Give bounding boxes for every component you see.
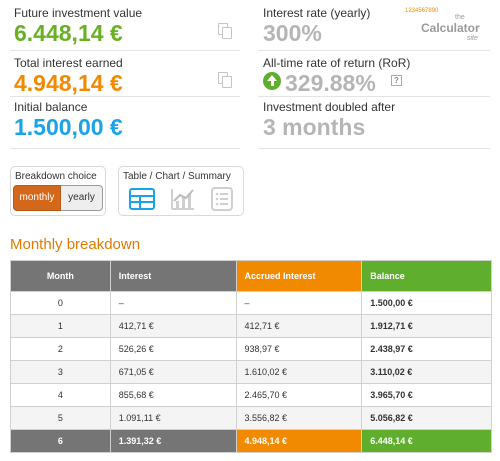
cell-balance: 3.110,02 € xyxy=(361,360,492,384)
future-value-amount: 6.448,14 € xyxy=(14,20,123,46)
cell-month: 1 xyxy=(10,314,111,338)
cell-accrued: 2.465,70 € xyxy=(235,383,363,407)
cell-accrued: 1.610,02 € xyxy=(235,360,363,384)
total-interest-amount: 4.948,14 € xyxy=(14,70,123,96)
calculator-site-logo[interactable]: 1234567890 the Calculator site xyxy=(405,4,495,48)
summary-icon[interactable] xyxy=(209,187,235,211)
divider xyxy=(10,50,240,51)
cell-balance: 1.500,00 € xyxy=(361,291,492,315)
cell-accrued: 3.556,82 € xyxy=(235,406,363,430)
copy-icon[interactable] xyxy=(218,72,232,88)
breakdown-choice-box: Breakdown choice monthly yearly xyxy=(10,166,106,216)
cell-balance: 3.965,70 € xyxy=(361,383,492,407)
ror-value: 329.88% xyxy=(285,70,376,96)
future-value-label: Future investment value xyxy=(14,6,143,20)
arrow-up-icon xyxy=(263,72,281,90)
table-row: 1 412,71 € 412,71 € 1.912,71 € xyxy=(10,314,492,338)
cell-month: 5 xyxy=(10,406,111,430)
yearly-button[interactable]: yearly xyxy=(61,185,103,211)
ror-stat: All-time rate of return (RoR) 329.88% xyxy=(263,56,410,96)
total-interest-label: Total interest earned xyxy=(14,56,123,70)
cell-month: 4 xyxy=(10,383,111,407)
divider xyxy=(258,96,490,97)
cell-balance: 1.912,71 € xyxy=(361,314,492,338)
interest-rate-value: 300% xyxy=(263,20,322,46)
cell-interest: 855,68 € xyxy=(109,383,237,407)
logo-the: the xyxy=(455,14,465,21)
logo-digits: 1234567890 xyxy=(405,8,439,14)
breakdown-choice-label: Breakdown choice xyxy=(15,171,97,182)
logo-name: Calculator xyxy=(421,21,480,35)
interest-rate-stat: Interest rate (yearly) 300% xyxy=(263,6,370,46)
header-balance: Balance xyxy=(361,260,492,292)
header-interest: Interest xyxy=(109,260,237,292)
future-value-stat: Future investment value 6.448,14 € xyxy=(14,6,142,46)
logo-site: site xyxy=(467,35,478,42)
cell-accrued: – xyxy=(235,291,363,315)
table-row: 5 1.091,11 € 3.556,82 € 5.056,82 € xyxy=(10,406,492,430)
doubled-stat: Investment doubled after 3 months xyxy=(263,100,395,140)
cell-interest: 526,26 € xyxy=(109,337,237,361)
chart-icon[interactable] xyxy=(169,187,195,211)
help-icon[interactable]: ? xyxy=(391,75,402,86)
initial-balance-amount: 1.500,00 € xyxy=(14,114,123,140)
divider xyxy=(10,148,240,149)
cell-month: 0 xyxy=(10,291,111,315)
divider xyxy=(258,148,490,149)
table-row: 4 855,68 € 2.465,70 € 3.965,70 € xyxy=(10,383,492,407)
section-title: Monthly breakdown xyxy=(10,236,141,253)
header-month: Month xyxy=(10,260,111,292)
cell-interest: 412,71 € xyxy=(109,314,237,338)
cell-interest: 1.391,32 € xyxy=(109,429,237,453)
copy-icon[interactable] xyxy=(218,23,232,39)
cell-balance: 6.448,14 € xyxy=(361,429,492,453)
initial-balance-stat: Initial balance 1.500,00 € xyxy=(14,100,123,140)
total-interest-stat: Total interest earned 4.948,14 € xyxy=(14,56,123,96)
initial-balance-label: Initial balance xyxy=(14,100,88,114)
view-choice-label: Table / Chart / Summary xyxy=(123,171,231,182)
cell-interest: 1.091,11 € xyxy=(109,406,237,430)
cell-balance: 5.056,82 € xyxy=(361,406,492,430)
table-icon[interactable] xyxy=(129,187,155,211)
cell-month: 6 xyxy=(10,429,111,453)
divider xyxy=(258,50,490,51)
cell-accrued: 4.948,14 € xyxy=(235,429,363,453)
cell-balance: 2.438,97 € xyxy=(361,337,492,361)
ror-label: All-time rate of return (RoR) xyxy=(263,56,411,70)
breakdown-table: Month Interest Accrued Interest Balance … xyxy=(10,260,492,453)
table-row: 2 526,26 € 938,97 € 2.438,97 € xyxy=(10,337,492,361)
table-total-row: 6 1.391,32 € 4.948,14 € 6.448,14 € xyxy=(10,429,492,453)
view-choice-box: Table / Chart / Summary xyxy=(118,166,244,216)
doubled-label: Investment doubled after xyxy=(263,100,396,114)
cell-month: 2 xyxy=(10,337,111,361)
table-row: 3 671,05 € 1.610,02 € 3.110,02 € xyxy=(10,360,492,384)
table-header-row: Month Interest Accrued Interest Balance xyxy=(10,260,492,292)
header-accrued-interest: Accrued Interest xyxy=(235,260,363,292)
cell-accrued: 412,71 € xyxy=(235,314,363,338)
monthly-button[interactable]: monthly xyxy=(13,185,61,211)
interest-rate-label: Interest rate (yearly) xyxy=(263,6,371,20)
table-row: 0 – – 1.500,00 € xyxy=(10,291,492,315)
divider xyxy=(10,96,240,97)
doubled-value: 3 months xyxy=(263,114,366,140)
cell-month: 3 xyxy=(10,360,111,384)
cell-accrued: 938,97 € xyxy=(235,337,363,361)
cell-interest: 671,05 € xyxy=(109,360,237,384)
cell-interest: – xyxy=(109,291,237,315)
